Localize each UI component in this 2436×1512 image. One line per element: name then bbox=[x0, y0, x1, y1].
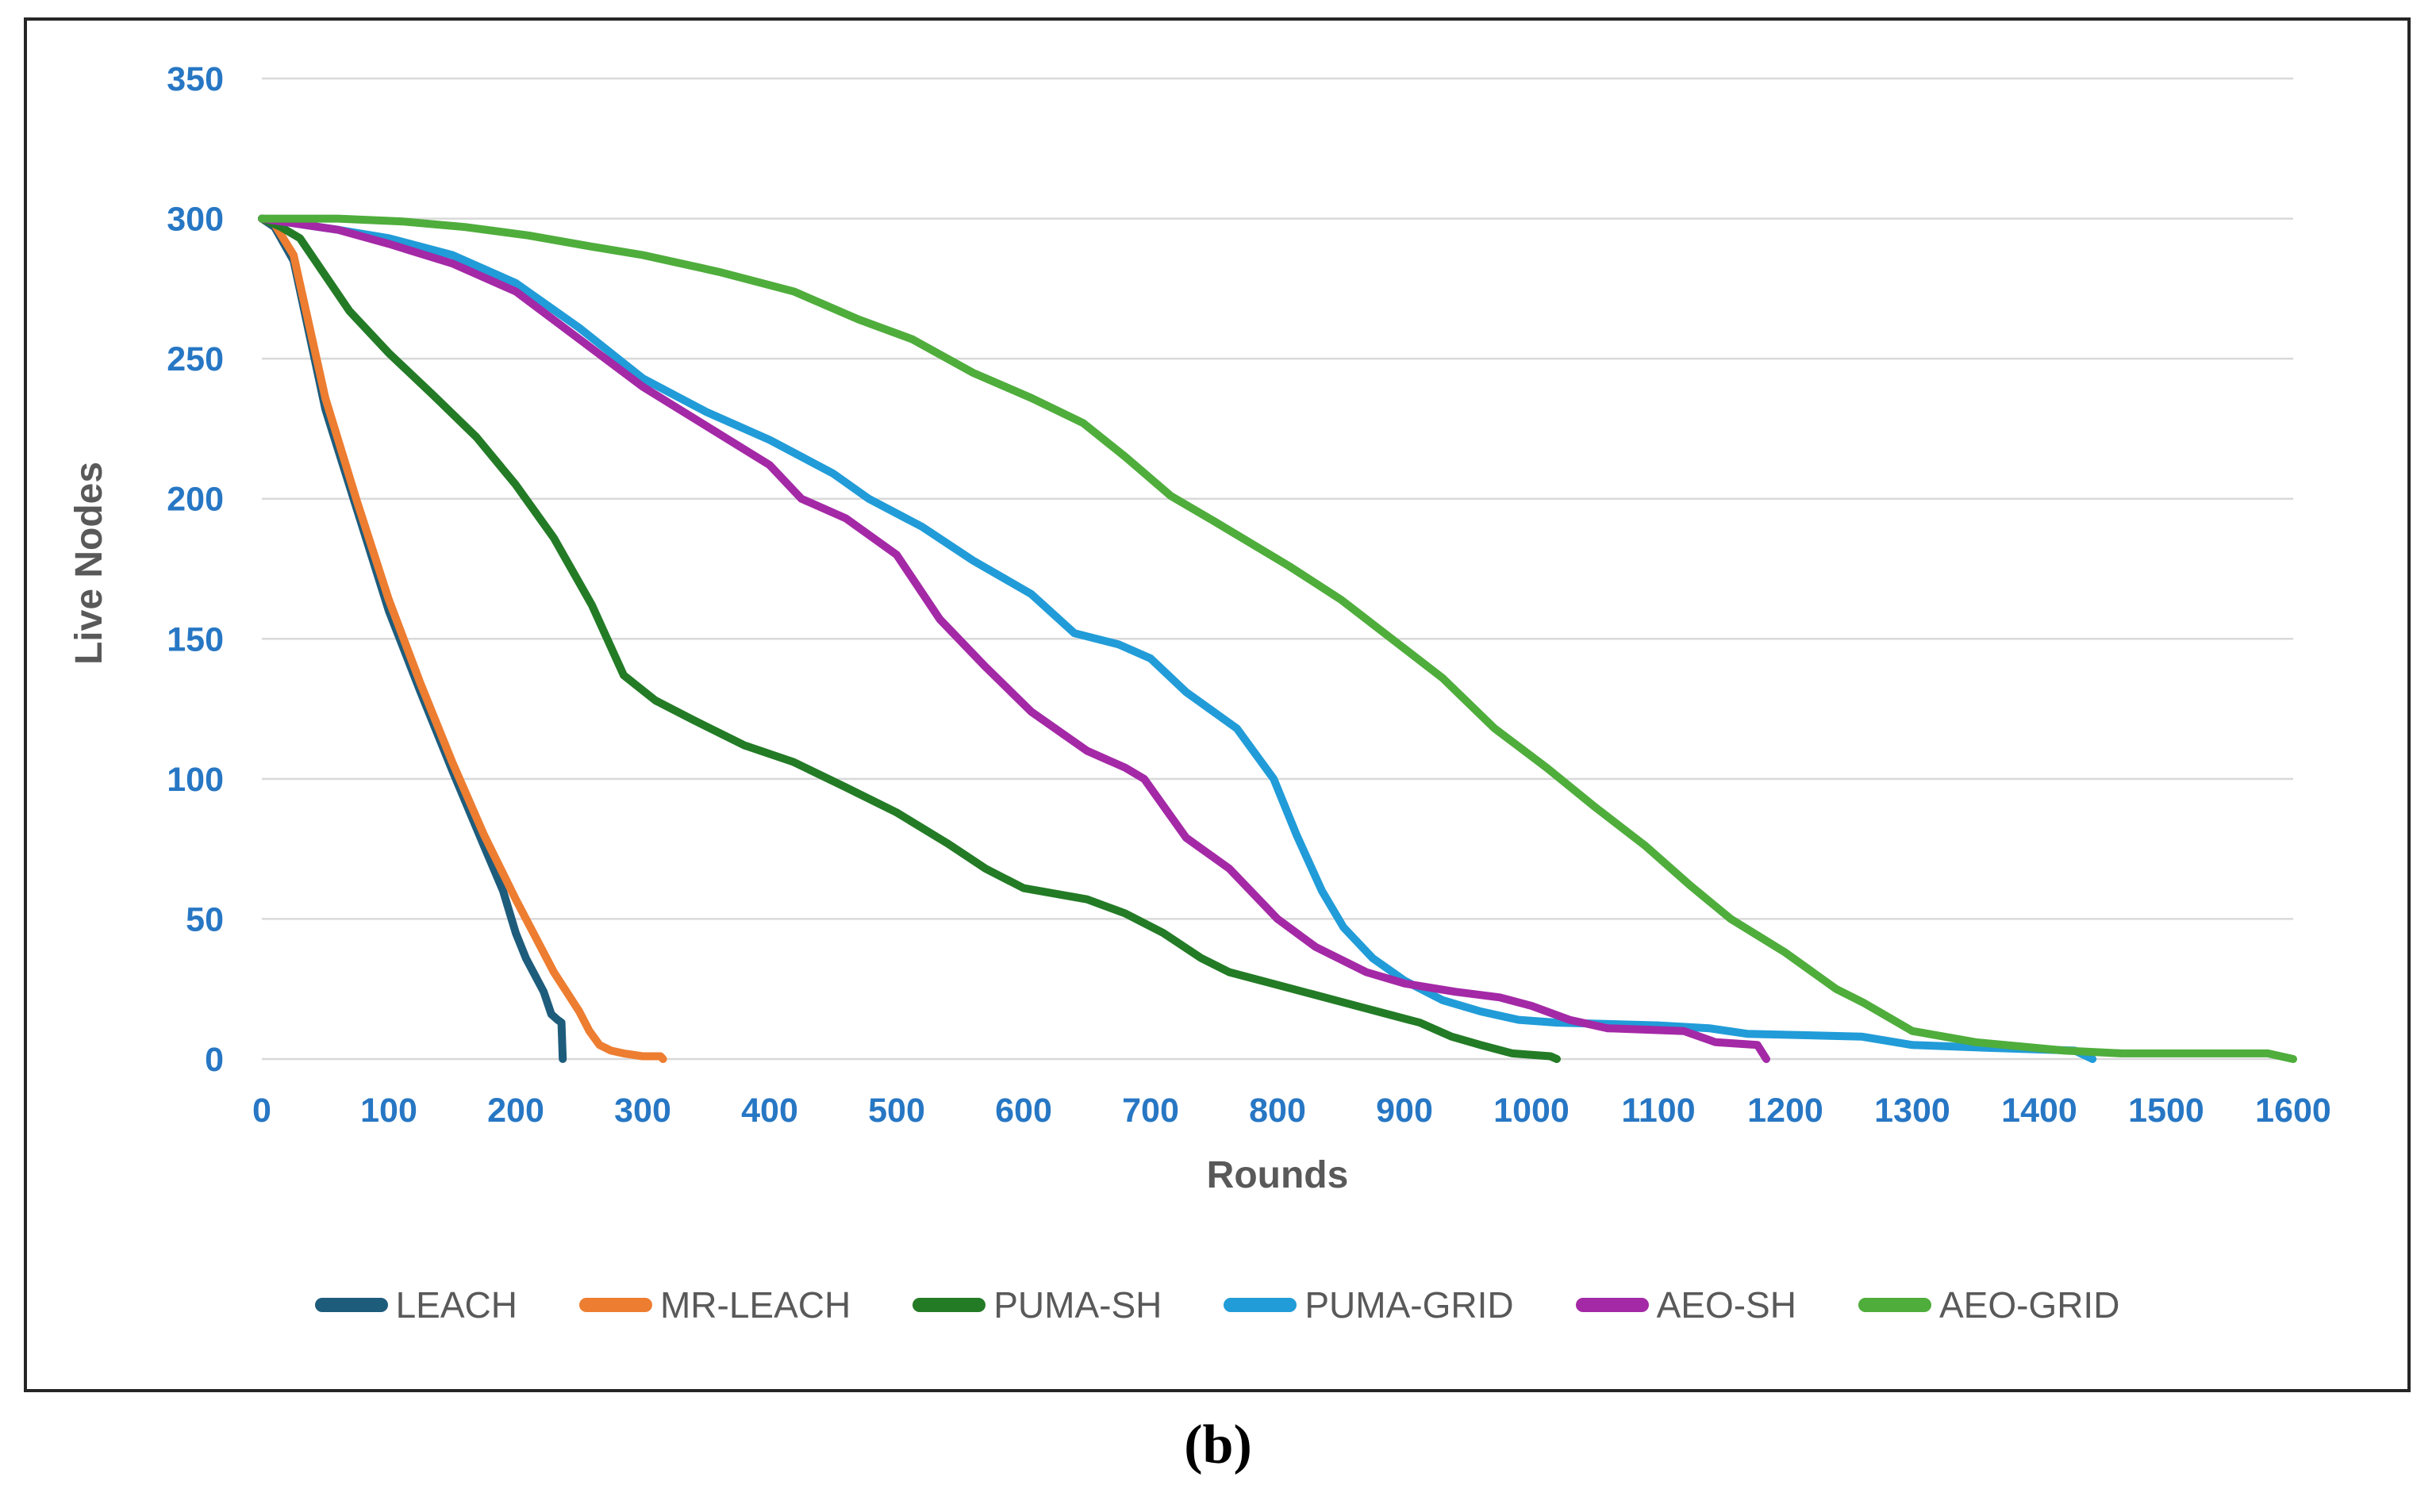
figure-caption: (b) bbox=[1184, 1414, 1252, 1476]
legend-label-LEACH: LEACH bbox=[395, 1284, 517, 1326]
y-tick-label-300: 300 bbox=[167, 201, 224, 239]
x-tick-label-1300: 1300 bbox=[1874, 1092, 1950, 1130]
x-axis-tick-labels: 0 100 200 300 400 500 600 700 800 900 1000 1100 1200… bbox=[252, 1092, 2331, 1130]
series-line-MR-LEACH bbox=[258, 214, 667, 1063]
x-tick-label-1100: 1100 bbox=[1621, 1092, 1695, 1130]
x-tick-label-100: 100 bbox=[360, 1092, 417, 1130]
legend-label-PUMA-GRID: PUMA-GRID bbox=[1304, 1284, 1514, 1326]
series-line-AEO-GRID bbox=[258, 214, 2297, 1063]
legend-item-PUMA-SH: PUMA-SH bbox=[913, 1284, 1162, 1326]
legend-label-MR-LEACH: MR-LEACH bbox=[659, 1284, 851, 1326]
x-tick-label-200: 200 bbox=[487, 1092, 544, 1130]
legend-swatch-AEO-SH bbox=[1575, 1298, 1649, 1312]
y-tick-label-200: 200 bbox=[167, 481, 224, 519]
legend-swatch-PUMA-SH bbox=[913, 1298, 986, 1312]
legend-item-AEO-GRID: AEO-GRID bbox=[1858, 1284, 2119, 1326]
x-tick-label-600: 600 bbox=[995, 1092, 1052, 1130]
series-line-AEO-SH bbox=[258, 214, 1770, 1063]
x-tick-label-300: 300 bbox=[614, 1092, 671, 1130]
legend-swatch-MR-LEACH bbox=[578, 1298, 652, 1312]
x-tick-label-900: 900 bbox=[1376, 1092, 1433, 1130]
series-lines bbox=[258, 214, 2297, 1063]
y-axis-title: Live Nodes bbox=[68, 462, 110, 665]
series-line-PUMA-SH bbox=[258, 214, 1561, 1063]
legend-swatch-LEACH bbox=[314, 1298, 388, 1312]
legend-item-PUMA-GRID: PUMA-GRID bbox=[1224, 1284, 1514, 1326]
y-axis-tick-labels: 0 50 100 150 200 250 300 350 bbox=[167, 60, 224, 1079]
x-tick-label-1200: 1200 bbox=[1747, 1092, 1823, 1130]
y-tick-label-250: 250 bbox=[167, 340, 224, 378]
x-tick-label-1500: 1500 bbox=[2128, 1092, 2204, 1130]
legend-label-AEO-GRID: AEO-GRID bbox=[1938, 1284, 2120, 1326]
x-tick-label-1400: 1400 bbox=[2001, 1092, 2077, 1130]
chart-legend: LEACH MR-LEACH PUMA-SH PUMA-GRID AEO-SH AEO-G… bbox=[27, 1284, 2407, 1326]
x-tick-label-800: 800 bbox=[1249, 1092, 1306, 1130]
y-tick-label-100: 100 bbox=[167, 761, 224, 799]
legend-item-MR-LEACH: MR-LEACH bbox=[578, 1284, 851, 1326]
legend-label-AEO-SH: AEO-SH bbox=[1656, 1284, 1796, 1326]
gridlines bbox=[262, 77, 2293, 1061]
x-tick-label-700: 700 bbox=[1122, 1092, 1179, 1130]
y-tick-label-50: 50 bbox=[186, 900, 224, 938]
series-line-PUMA-GRID bbox=[258, 214, 2097, 1063]
y-tick-label-150: 150 bbox=[167, 620, 224, 658]
chart-frame: 0 50 100 150 200 250 300 350 0 100 200 300 400 500 60… bbox=[24, 17, 2411, 1392]
x-tick-label-1600: 1600 bbox=[2255, 1092, 2331, 1130]
y-tick-label-350: 350 bbox=[167, 60, 224, 98]
legend-swatch-PUMA-GRID bbox=[1224, 1298, 1297, 1312]
legend-label-PUMA-SH: PUMA-SH bbox=[993, 1284, 1162, 1326]
line-chart: 0 50 100 150 200 250 300 350 0 100 200 300 400 500 60… bbox=[68, 60, 2331, 1196]
x-tick-label-1000: 1000 bbox=[1493, 1092, 1570, 1130]
legend-swatch-AEO-GRID bbox=[1858, 1298, 1931, 1312]
x-tick-label-500: 500 bbox=[868, 1092, 925, 1130]
y-tick-label-0: 0 bbox=[205, 1041, 224, 1079]
legend-item-AEO-SH: AEO-SH bbox=[1575, 1284, 1796, 1326]
x-tick-label-0: 0 bbox=[252, 1092, 271, 1130]
x-tick-label-400: 400 bbox=[741, 1092, 798, 1130]
legend-item-LEACH: LEACH bbox=[314, 1284, 517, 1326]
x-axis-title: Rounds bbox=[1207, 1154, 1349, 1196]
